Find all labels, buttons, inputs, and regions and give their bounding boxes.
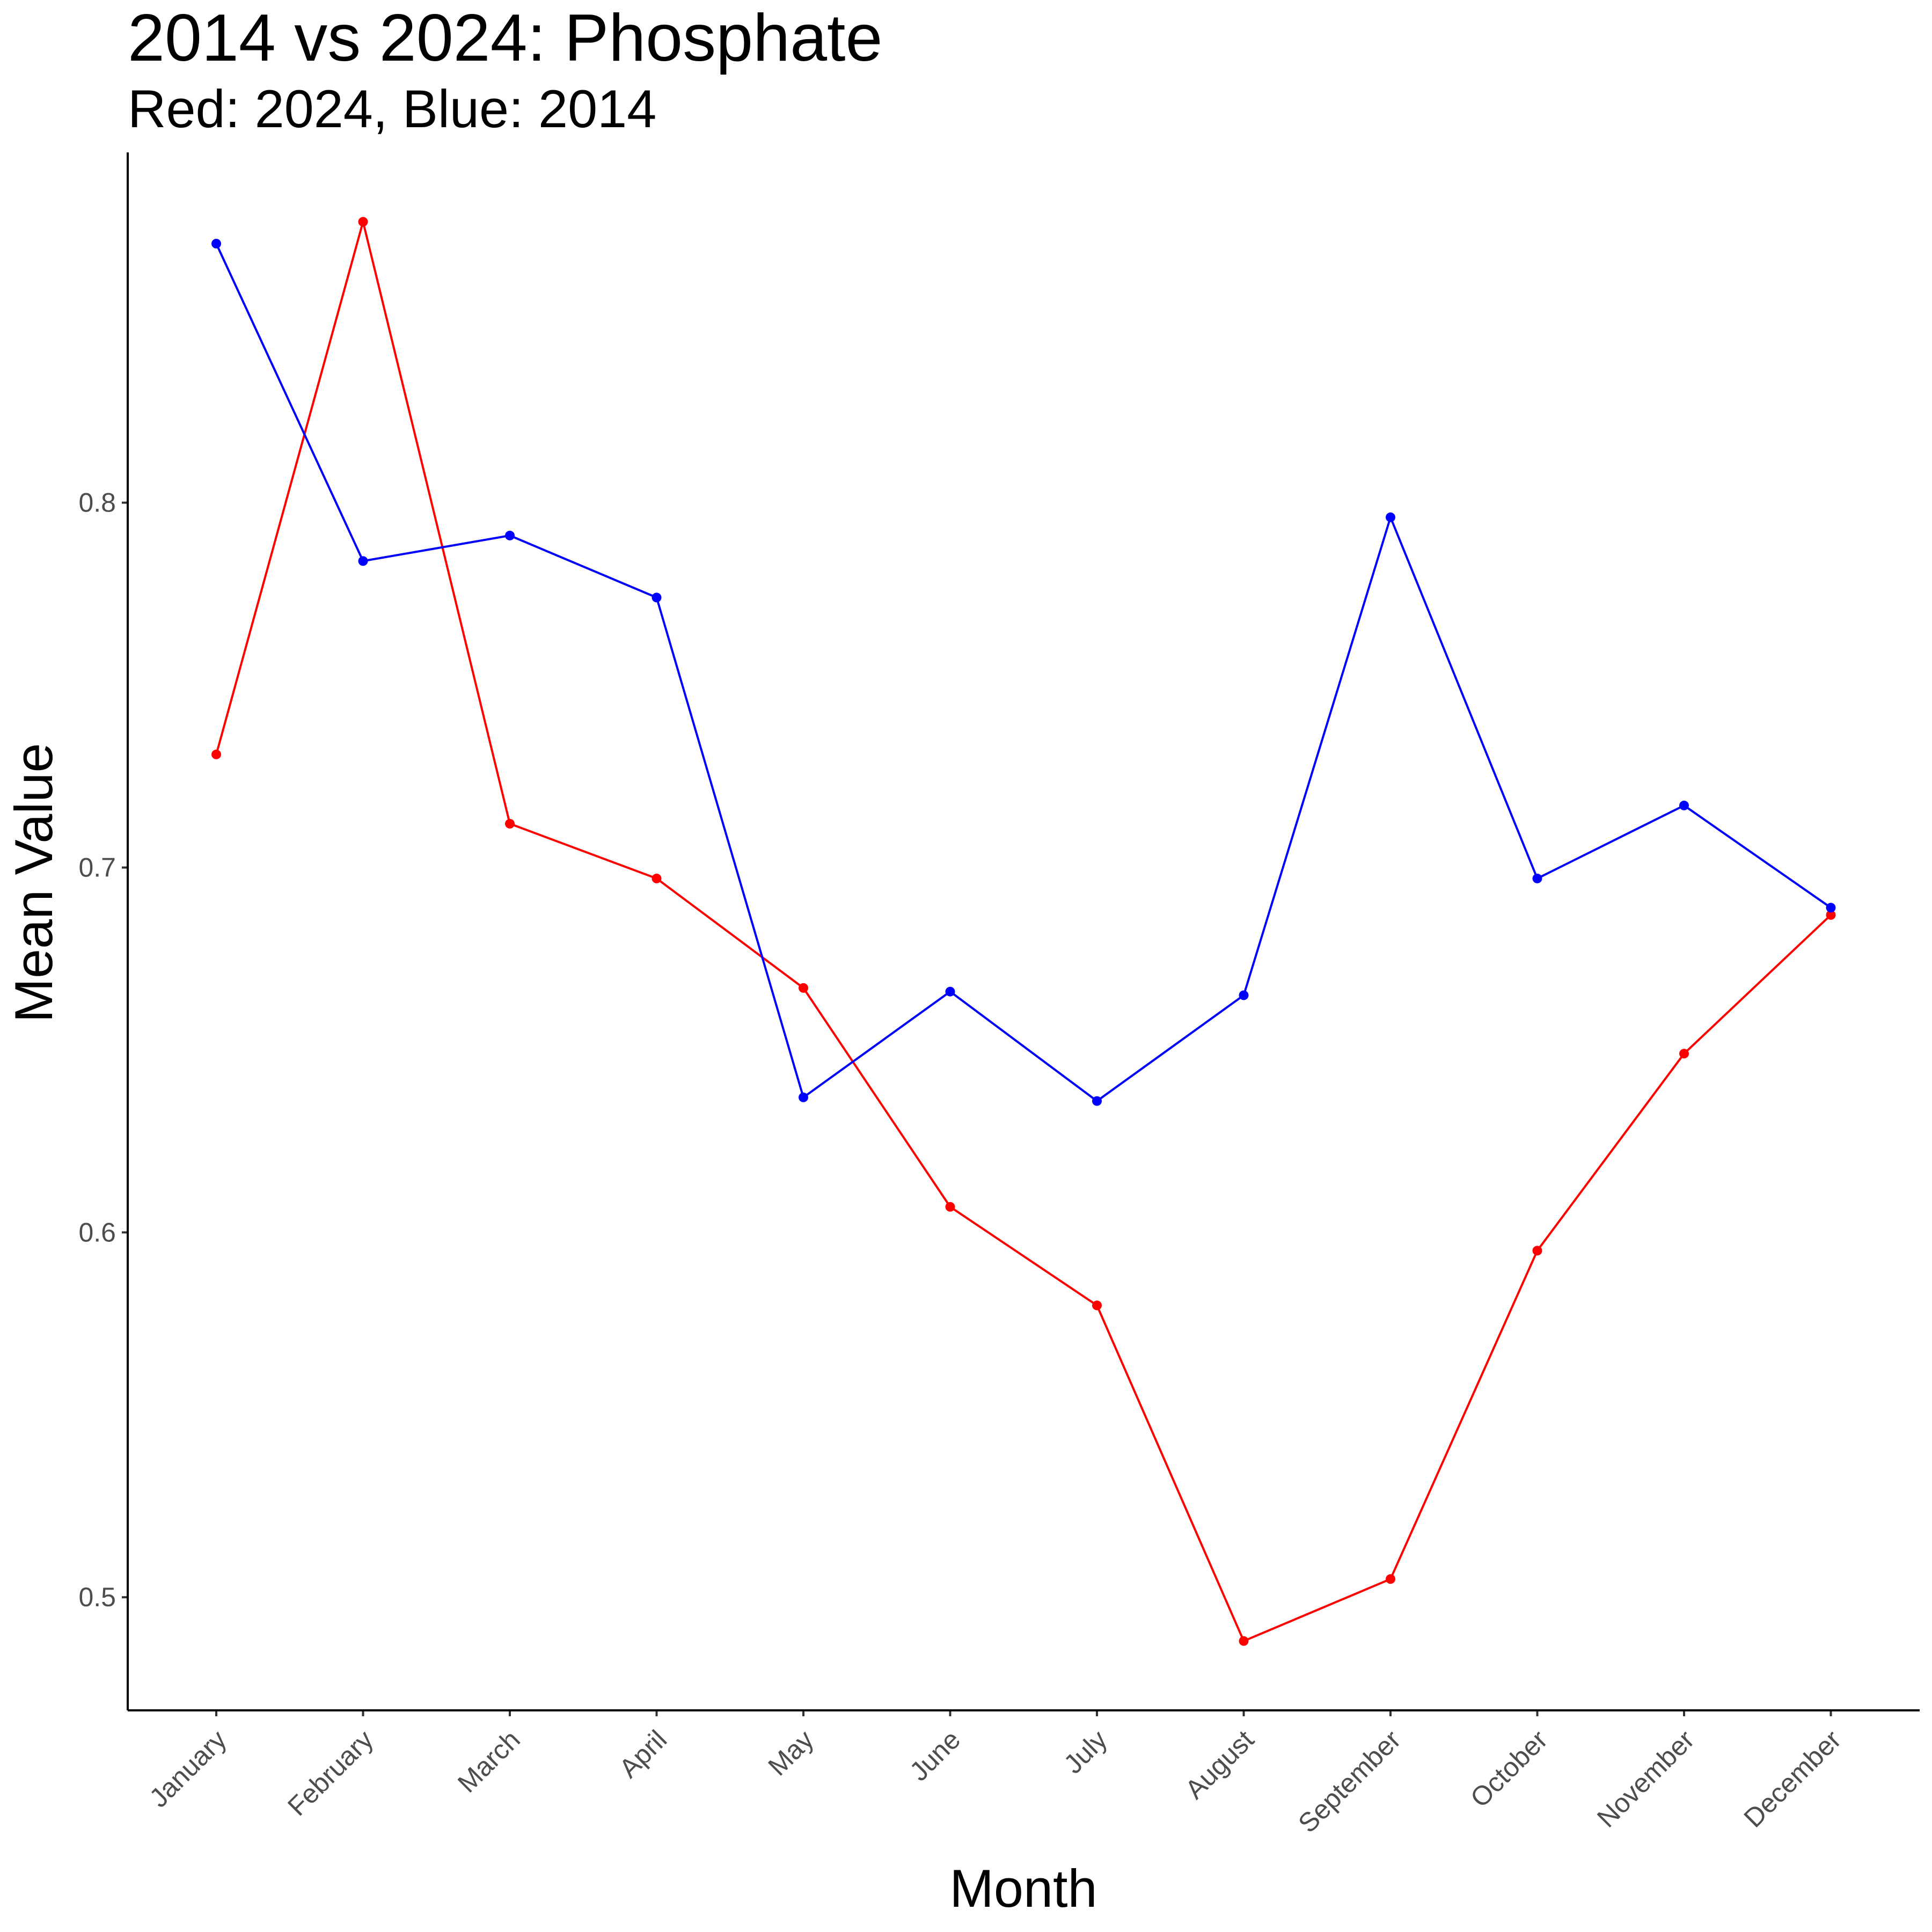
x-tick-label: October <box>1465 1724 1553 1813</box>
data-point <box>1239 990 1249 1000</box>
data-point <box>1092 1096 1102 1106</box>
data-point <box>211 749 221 759</box>
data-point <box>505 818 515 829</box>
x-tick-label: April <box>613 1724 672 1783</box>
data-point <box>945 986 955 997</box>
y-tick-label: 0.5 <box>78 1582 116 1612</box>
data-point <box>1826 910 1836 920</box>
data-point <box>1532 873 1542 883</box>
x-tick-label: August <box>1180 1724 1260 1805</box>
data-point <box>945 1202 955 1212</box>
x-tick-label: November <box>1591 1724 1700 1833</box>
x-tick-label: June <box>904 1724 966 1787</box>
data-point <box>1826 903 1836 913</box>
x-tick-label: March <box>452 1724 526 1798</box>
data-point <box>505 530 515 540</box>
data-point <box>1386 512 1395 522</box>
data-point <box>799 983 808 993</box>
data-point <box>1679 800 1689 810</box>
data-point <box>799 1092 808 1102</box>
plot-series <box>211 217 1836 1646</box>
chart-subtitle: Red: 2024, Blue: 2014 <box>128 79 656 138</box>
x-tick-label: July <box>1058 1724 1113 1779</box>
x-tick-label: May <box>762 1724 819 1781</box>
y-tick-label: 0.7 <box>78 853 116 883</box>
data-point <box>358 217 368 227</box>
x-tick-label: December <box>1738 1724 1847 1833</box>
x-axis-title: Month <box>949 1858 1097 1918</box>
y-axis-title: Mean Value <box>4 743 63 1022</box>
x-axis-ticks: January February March April May June July Augu… <box>143 1710 1847 1839</box>
series-line-1 <box>215 243 1832 1102</box>
y-axis-ticks: 0.5 0.6 0.7 0.8 <box>78 488 128 1612</box>
data-point <box>358 556 368 566</box>
x-tick-label: September <box>1292 1724 1407 1839</box>
data-point <box>211 239 221 248</box>
data-point <box>1532 1246 1542 1256</box>
data-point <box>1239 1636 1249 1646</box>
x-tick-label: January <box>143 1724 232 1813</box>
data-point <box>652 592 662 603</box>
data-point <box>652 873 662 883</box>
series-line-0 <box>215 221 1832 1642</box>
x-tick-label: February <box>282 1724 379 1821</box>
y-tick-label: 0.8 <box>78 488 116 518</box>
data-point <box>1386 1574 1395 1584</box>
chart-title: 2014 vs 2024: Phosphate <box>128 1 882 75</box>
data-point <box>1679 1049 1689 1059</box>
data-point <box>1092 1300 1102 1311</box>
y-tick-label: 0.6 <box>78 1217 116 1247</box>
